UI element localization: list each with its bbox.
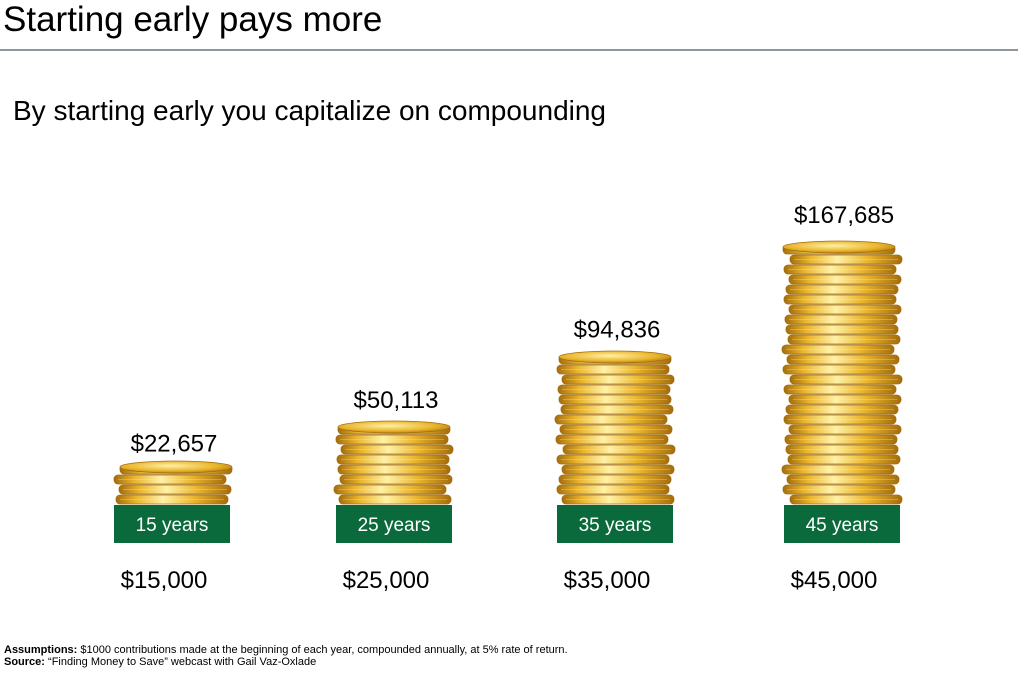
contribution-label: $15,000 bbox=[121, 567, 208, 594]
footnotes: Assumptions: $1000 contributions made at… bbox=[4, 644, 568, 668]
value-label: $94,836 bbox=[574, 317, 661, 344]
category-label: 45 years bbox=[806, 515, 879, 536]
category-box bbox=[336, 505, 452, 543]
title-divider bbox=[0, 49, 1018, 51]
assumptions-label: Assumptions: bbox=[4, 644, 78, 656]
coin-stack-bar bbox=[113, 460, 233, 505]
coin-stack-bar bbox=[781, 240, 903, 505]
source-note: Source: “Finding Money to Save” webcast … bbox=[4, 656, 568, 668]
value-label: $50,113 bbox=[354, 387, 439, 414]
value-label: $167,685 bbox=[794, 202, 894, 229]
category-box bbox=[557, 505, 673, 543]
value-label: $22,657 bbox=[131, 430, 218, 457]
category-box bbox=[784, 505, 900, 543]
contribution-label: $35,000 bbox=[564, 567, 651, 594]
coin-stack-bar bbox=[333, 420, 454, 505]
assumptions-note: Assumptions: $1000 contributions made at… bbox=[4, 644, 568, 656]
source-label: Source: bbox=[4, 656, 45, 668]
category-label: 35 years bbox=[579, 515, 652, 536]
slide-title: Starting early pays more bbox=[3, 0, 383, 39]
coin-stack-bar bbox=[554, 350, 676, 505]
source-text: “Finding Money to Save” webcast with Gai… bbox=[44, 656, 317, 668]
contribution-label: $45,000 bbox=[791, 567, 878, 594]
category-box bbox=[114, 505, 230, 543]
assumptions-text: $1000 contributions made at the beginnin… bbox=[77, 644, 568, 656]
category-label: 25 years bbox=[358, 515, 431, 536]
slide-subtitle: By starting early you capitalize on comp… bbox=[13, 95, 607, 126]
contribution-label: $25,000 bbox=[343, 567, 430, 594]
category-label: 15 years bbox=[136, 515, 209, 536]
